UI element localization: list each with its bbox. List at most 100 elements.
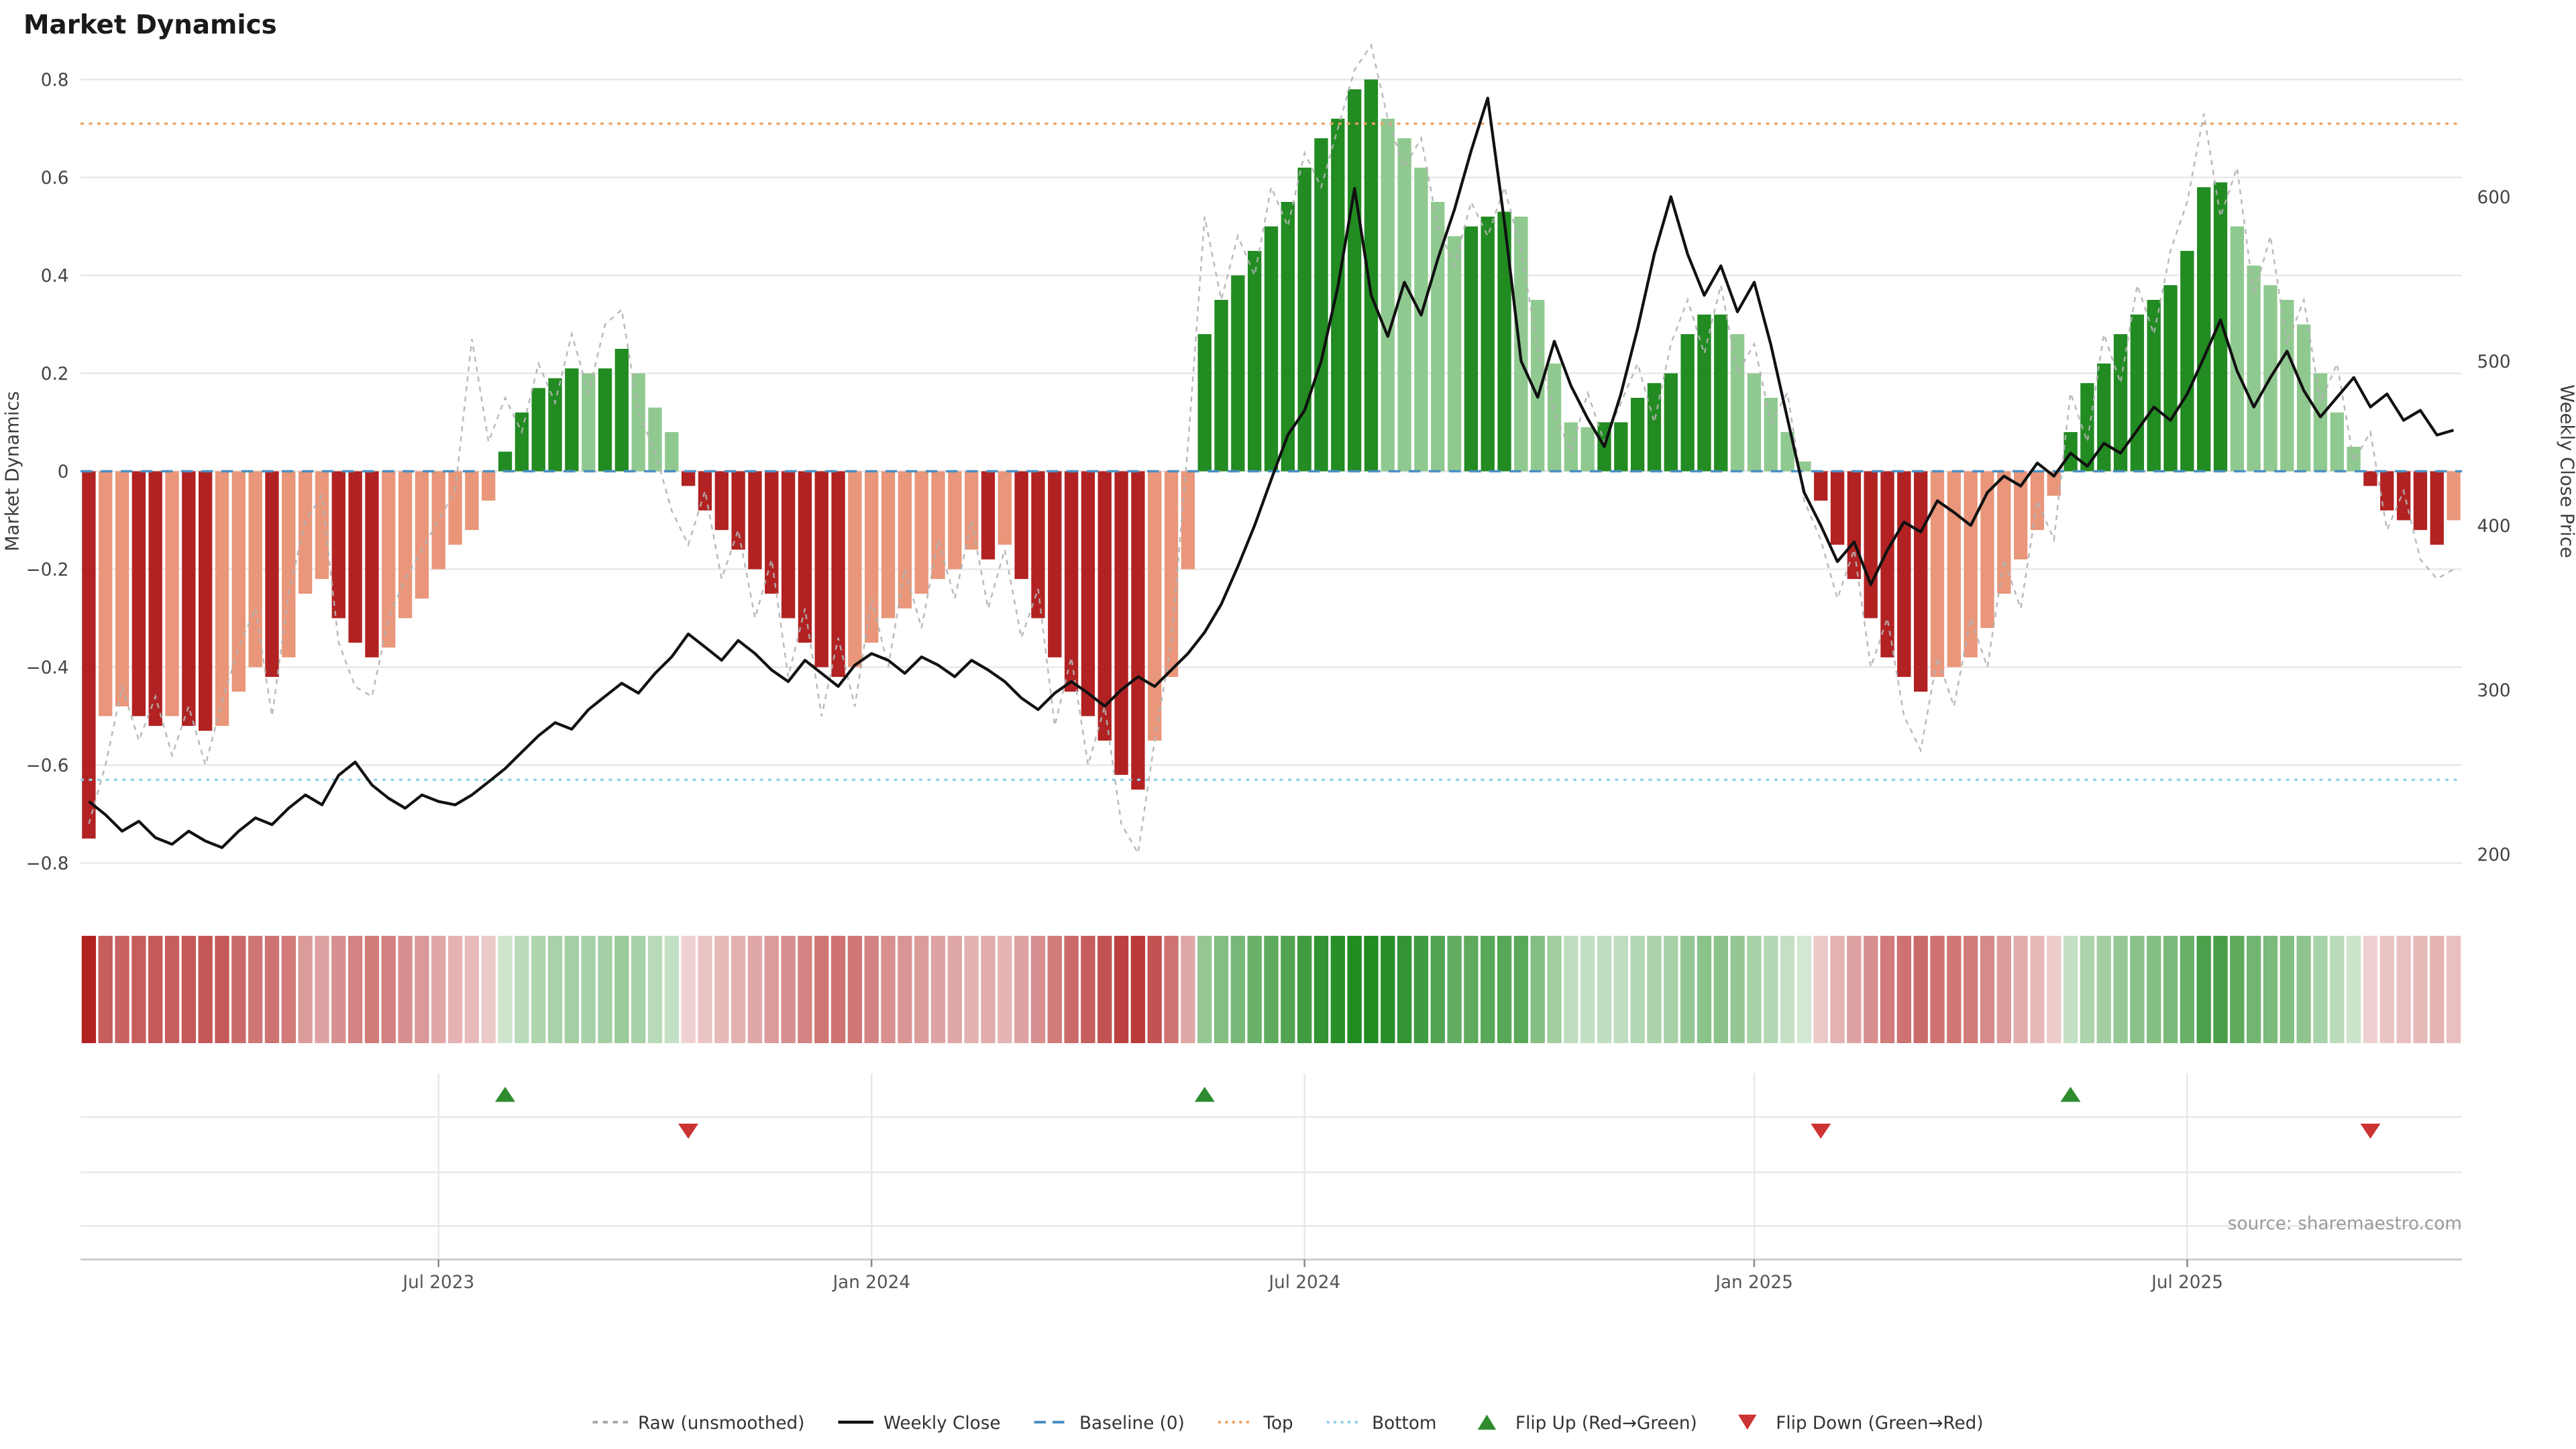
y-tick-label-left: −0.8 <box>26 854 69 874</box>
heatmap-cell <box>881 936 896 1043</box>
dynamics-bar <box>215 471 229 727</box>
dynamics-bar <box>2213 182 2228 472</box>
y-tick-label-left: 0.6 <box>41 168 69 189</box>
dynamics-bar <box>2280 300 2294 472</box>
dynamics-bar <box>1131 471 1145 790</box>
dynamics-bar <box>2030 471 2045 531</box>
dynamics-bar <box>1497 211 1511 472</box>
heatmap-cell <box>398 936 413 1043</box>
heatmap-cell <box>231 936 246 1043</box>
heatmap-cell <box>1547 936 1562 1043</box>
legend-label: Weekly Close <box>883 1413 1001 1434</box>
dynamics-bar <box>431 471 445 570</box>
heatmap-cell <box>2296 936 2311 1043</box>
dynamics-bar <box>1281 202 1295 472</box>
dynamics-bar <box>814 471 828 667</box>
heatmap-cell <box>1097 936 1112 1043</box>
dynamics-bar <box>614 349 629 472</box>
dynamics-bar <box>2063 432 2078 472</box>
heatmap-cell <box>1447 936 1462 1043</box>
heatmap-cell <box>731 936 746 1043</box>
dynamics-bar <box>2230 226 2245 472</box>
heatmap-cell <box>181 936 197 1043</box>
dynamics-bar <box>1364 79 1379 472</box>
dynamics-bar <box>1697 314 1711 472</box>
dynamics-bar <box>1114 471 1128 775</box>
dynamics-bar <box>1830 471 1845 545</box>
dynamics-bar <box>1797 461 1811 472</box>
heatmap-strip <box>81 936 2461 1043</box>
heatmap-cell <box>2080 936 2095 1043</box>
chart-title: Market Dynamics <box>23 10 277 40</box>
dynamics-bar <box>2013 471 2028 559</box>
heatmap-cell <box>2063 936 2078 1043</box>
legend-item: Flip Down (Green→Red) <box>1737 1413 1984 1434</box>
flip-up-marker <box>2060 1087 2081 1102</box>
legend-label: Flip Down (Green→Red) <box>1776 1413 1983 1434</box>
legend-symbol-triangle-down <box>1737 1414 1757 1430</box>
heatmap-cell <box>547 936 563 1043</box>
heatmap-cell <box>1214 936 1229 1043</box>
dynamics-bar <box>1014 471 1028 580</box>
dynamics-bar <box>848 471 862 667</box>
heatmap-cell <box>1713 936 1728 1043</box>
dynamics-bar <box>1331 118 1345 472</box>
dynamics-bar <box>931 471 945 580</box>
heatmap-cell <box>1230 936 1245 1043</box>
heatmap-cell <box>598 936 612 1043</box>
heatmap-cell <box>381 936 396 1043</box>
dynamics-bar <box>631 373 645 472</box>
heatmap-cell <box>1530 936 1545 1043</box>
dynamics-bar <box>2380 471 2394 511</box>
dynamics-bar <box>1880 471 1894 657</box>
dynamics-bar <box>1747 373 1762 472</box>
legend-item: Top <box>1218 1413 1293 1434</box>
dynamics-bar <box>648 407 662 472</box>
dynamics-bar <box>448 471 462 545</box>
dynamics-bar <box>1997 471 2011 594</box>
heatmap-cell <box>1564 936 1578 1043</box>
dynamics-bar <box>698 471 712 511</box>
dynamics-bar <box>1214 300 1228 472</box>
heatmap-cell <box>1813 936 1828 1043</box>
heatmap-cell <box>464 936 480 1043</box>
legend-symbol-triangle-up <box>1477 1414 1497 1430</box>
dynamics-bar <box>1664 373 1678 472</box>
heatmap-cell <box>248 936 263 1043</box>
heatmap-cell <box>581 936 596 1043</box>
heatmap-cell <box>1014 936 1029 1043</box>
dynamics-bar <box>148 471 162 727</box>
heatmap-cell <box>1647 936 1662 1043</box>
heatmap-cell <box>1413 936 1429 1043</box>
heatmap-cell <box>2346 936 2361 1043</box>
heatmap-cell <box>764 936 779 1043</box>
heatmap-cell <box>1913 936 1928 1043</box>
heatmap-cell <box>2446 936 2461 1043</box>
heatmap-cell <box>1364 936 1379 1043</box>
axis-tick-labels: 0.8 0.6 0.4 0.2 0 −0.2 −0.4 −0.6 −0.8 600 500 400 30… <box>26 70 2511 1293</box>
dynamics-bar <box>948 471 962 570</box>
dynamics-bars <box>82 79 2461 839</box>
heatmap-cell <box>1880 936 1895 1043</box>
heatmap-cell <box>864 936 879 1043</box>
heatmap-cell <box>1313 936 1329 1043</box>
dynamics-bar <box>2180 251 2194 472</box>
heatmap-cell <box>2230 936 2245 1043</box>
dynamics-bar <box>731 471 745 550</box>
heatmap-cell <box>1730 936 1745 1043</box>
dynamics-bar <box>398 471 413 619</box>
heatmap-cell <box>364 936 380 1043</box>
heatmap-cell <box>1381 936 1395 1043</box>
dynamics-bar <box>2296 324 2311 472</box>
flip-down-marker <box>678 1124 698 1139</box>
heatmap-cell <box>1780 936 1795 1043</box>
heatmap-cell <box>515 936 529 1043</box>
heatmap-cell <box>164 936 180 1043</box>
dynamics-bar <box>964 471 979 550</box>
heatmap-cell <box>1064 936 1079 1043</box>
dynamics-bar <box>1514 216 1528 472</box>
dynamics-bar <box>465 471 479 531</box>
heatmap-cell <box>814 936 829 1043</box>
raw-line <box>88 43 2455 856</box>
heatmap-cell <box>930 936 946 1043</box>
